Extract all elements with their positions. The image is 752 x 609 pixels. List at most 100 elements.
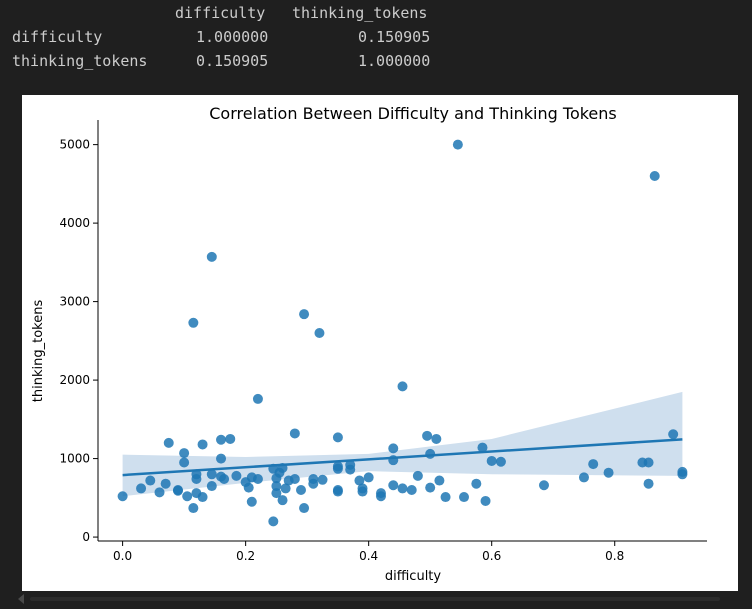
data-point [643, 457, 654, 468]
chart-figure: Correlation Between Difficulty and Think… [22, 95, 738, 591]
data-point [578, 472, 589, 483]
data-point [252, 473, 263, 484]
data-point [332, 432, 343, 443]
data-point [216, 434, 227, 445]
data-point [231, 470, 242, 481]
x-tick-label: 0.8 [605, 549, 624, 563]
data-point [588, 459, 599, 470]
data-point [280, 483, 291, 494]
data-point [197, 439, 208, 450]
data-point [431, 433, 442, 444]
data-point [677, 469, 688, 480]
data-point [425, 482, 436, 493]
y-tick-label: 1000 [59, 452, 90, 466]
data-point [452, 139, 463, 150]
data-point [486, 455, 497, 466]
table-cell: 1.000000 [358, 52, 431, 70]
y-tick-label: 0 [82, 530, 90, 544]
y-tick-label: 2000 [59, 373, 90, 387]
data-point [308, 478, 319, 489]
data-point [154, 487, 165, 498]
horizontal-scrollbar[interactable] [0, 591, 752, 609]
data-point [397, 381, 408, 392]
data-point [179, 457, 190, 468]
data-point [197, 492, 208, 503]
data-point [145, 475, 156, 486]
axis-layer: 0.0 0.2 0.4 0.6 0.8 0 1000 2000 3000 4000 5000 [59, 120, 707, 563]
data-point [268, 516, 279, 527]
regression-line [122, 438, 683, 477]
data-point [412, 470, 423, 481]
data-point [354, 475, 365, 486]
scroll-left-icon[interactable] [18, 594, 24, 604]
data-point [271, 488, 282, 499]
row-label-thinking-tokens: thinking_tokens [12, 52, 148, 70]
data-point [477, 442, 488, 453]
scrollbar-thumb[interactable] [30, 597, 720, 601]
data-point [406, 484, 417, 495]
data-point [160, 478, 171, 489]
data-point [163, 437, 174, 448]
table-cell: 0.150905 [358, 28, 431, 46]
data-point [538, 480, 549, 491]
data-point [495, 456, 506, 467]
data-point [480, 495, 491, 506]
x-tick-label: 0.6 [482, 549, 501, 563]
data-point [422, 430, 433, 441]
data-point [357, 486, 368, 497]
y-axis-label: thinking_tokens [31, 300, 46, 403]
row-label-difficulty: difficulty [12, 28, 103, 46]
data-point [649, 171, 660, 182]
column-header-difficulty: difficulty [175, 4, 266, 22]
data-point [317, 474, 328, 485]
x-tick-label: 0.4 [359, 549, 378, 563]
data-point [388, 443, 399, 454]
data-point [225, 433, 236, 444]
data-point [388, 480, 399, 491]
data-point [117, 491, 128, 502]
data-point [299, 309, 310, 320]
correlation-table: difficulty thinking_tokens difficulty 1.… [0, 0, 752, 90]
data-point [277, 495, 288, 506]
data-point [345, 464, 356, 475]
data-point [332, 486, 343, 497]
confidence-band-layer [122, 391, 683, 497]
data-point [271, 481, 282, 492]
y-tick-label: 5000 [59, 138, 90, 152]
point-layer [117, 139, 688, 527]
data-point [363, 472, 374, 483]
x-tick-label: 0.2 [236, 549, 255, 563]
data-point [459, 492, 470, 503]
data-point [182, 491, 193, 502]
data-point [289, 428, 300, 439]
data-point [179, 448, 190, 459]
column-header-thinking-tokens: thinking_tokens [292, 4, 428, 22]
table-cell: 0.150905 [196, 52, 269, 70]
data-point [206, 481, 217, 492]
data-point [314, 328, 325, 338]
x-axis-label: difficulty [385, 569, 442, 584]
data-point [191, 469, 202, 480]
data-point [188, 503, 199, 514]
data-point [206, 469, 217, 480]
data-point [188, 317, 199, 328]
data-point [471, 478, 482, 489]
data-point [246, 496, 257, 507]
data-point [136, 483, 147, 494]
data-point [434, 475, 445, 486]
data-point [172, 485, 183, 496]
data-point [296, 484, 306, 495]
table-cell: 1.000000 [196, 28, 269, 46]
x-tick-label: 0.0 [113, 549, 132, 563]
data-point [425, 448, 436, 459]
y-tick-label: 3000 [59, 295, 90, 309]
data-point [206, 251, 217, 262]
data-point [289, 473, 300, 484]
data-point [216, 453, 227, 464]
confidence-band [122, 391, 683, 497]
data-point [603, 467, 614, 478]
data-point [299, 503, 310, 514]
data-point [397, 483, 408, 494]
data-point [243, 482, 254, 493]
data-point [219, 473, 230, 484]
